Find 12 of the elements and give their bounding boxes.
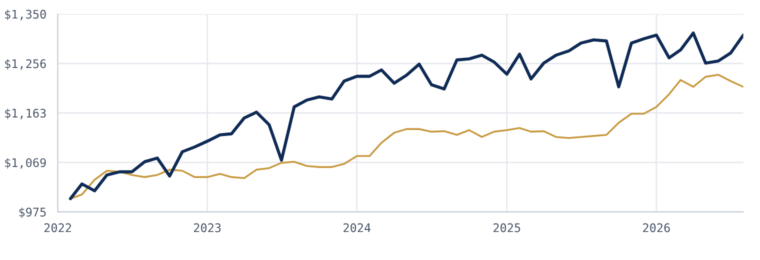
y-tick-label: $1,350 <box>5 10 46 20</box>
x-tick-label: 2024 <box>344 223 371 232</box>
y-tick-label: $1,069 <box>5 158 46 169</box>
x-tick-label: 2025 <box>494 223 520 232</box>
x-tick-label: 2023 <box>194 223 221 232</box>
y-tick-label: $1,163 <box>5 108 46 120</box>
line-series <box>70 74 744 200</box>
y-tick-label: $1,256 <box>5 59 46 70</box>
x-tick-label: 2026 <box>643 223 670 232</box>
line-series <box>68 32 744 200</box>
y-tick-label: $975 <box>19 207 46 218</box>
x-tick-label: 2022 <box>44 223 71 232</box>
